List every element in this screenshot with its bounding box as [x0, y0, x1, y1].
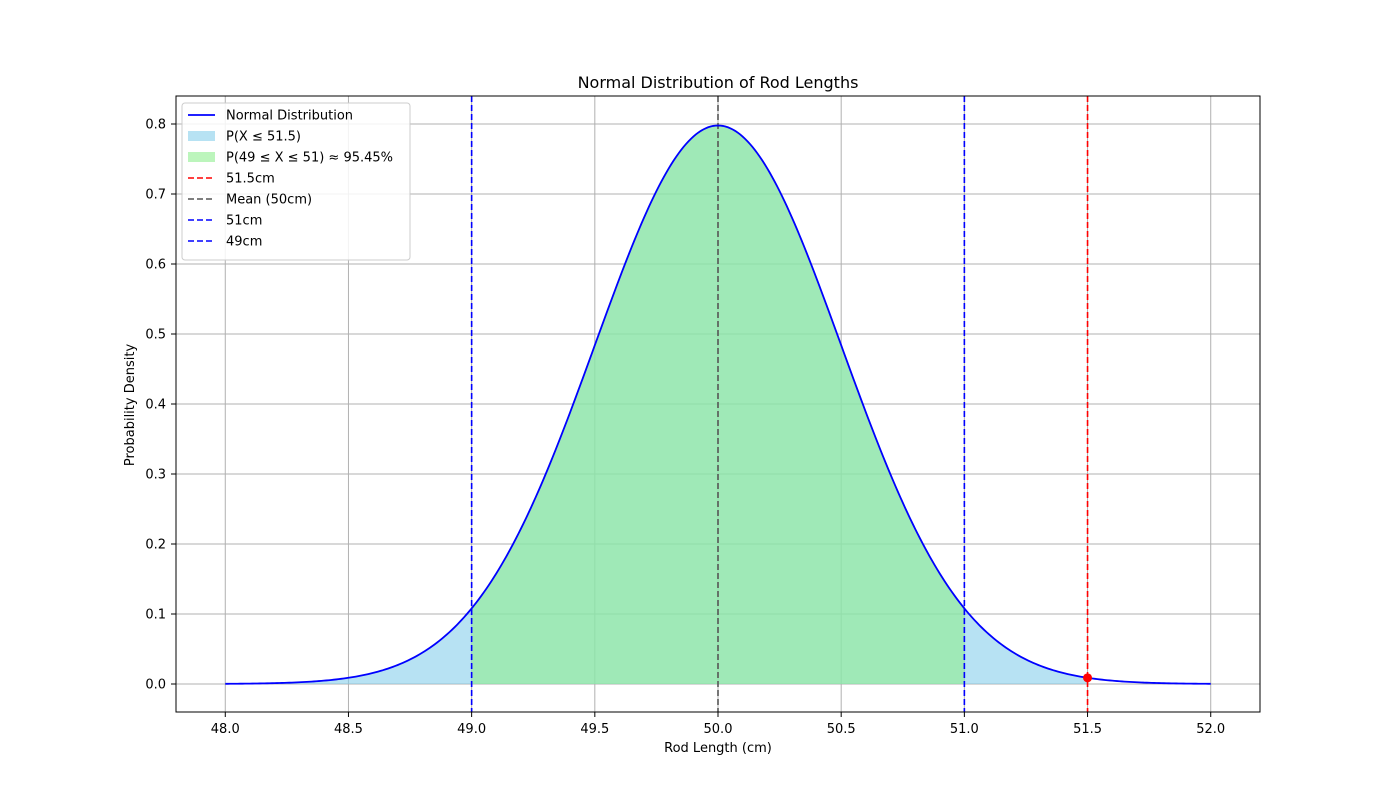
- y-axis-label: Probability Density: [123, 344, 138, 467]
- y-tick-label: 0.4: [145, 398, 166, 413]
- x-tick-label: 49.5: [580, 722, 609, 737]
- x-tick-label: 50.5: [827, 722, 856, 737]
- y-tick-label: 0.6: [145, 258, 166, 273]
- legend-label: P(X ≤ 51.5): [226, 130, 301, 145]
- data-point-marker: [1083, 673, 1093, 683]
- y-tick-label: 0.2: [145, 538, 166, 553]
- chart-title: Normal Distribution of Rod Lengths: [578, 73, 859, 92]
- legend-label: Normal Distribution: [226, 109, 353, 124]
- legend-label: 49cm: [226, 235, 262, 250]
- y-tick-label: 0.8: [145, 118, 166, 133]
- y-tick-label: 0.7: [145, 188, 166, 203]
- legend-box: [181, 102, 411, 261]
- y-tick-label: 0.0: [145, 678, 166, 693]
- y-tick-label: 0.3: [145, 468, 166, 483]
- marker-layer: [1083, 673, 1093, 683]
- y-tick-label: 0.1: [145, 608, 166, 623]
- ticks-layer: 48.0 48.5 49.0 49.5 50.0 50.5 51.0 51.5 52.0 0.0 0…: [145, 118, 1225, 738]
- legend-label: 51.5cm: [226, 172, 275, 187]
- legend: Normal Distribution P(X ≤ 51.5) P(49 ≤ X ≤…: [181, 102, 411, 261]
- x-tick-label: 50.0: [704, 722, 733, 737]
- legend-label: 51cm: [226, 214, 262, 229]
- y-tick-label: 0.5: [145, 328, 166, 343]
- x-tick-label: 49.0: [457, 722, 486, 737]
- legend-swatch: [188, 131, 215, 141]
- x-tick-label: 48.5: [334, 722, 363, 737]
- x-tick-label: 48.0: [211, 722, 240, 737]
- distribution-curve: [225, 124, 1211, 685]
- x-tick-label: 51.5: [1073, 722, 1102, 737]
- curve-layer: [225, 124, 1211, 685]
- x-axis-label: Rod Length (cm): [664, 741, 772, 756]
- x-tick-label: 52.0: [1196, 722, 1225, 737]
- x-tick-label: 51.0: [950, 722, 979, 737]
- legend-swatch: [188, 152, 215, 162]
- legend-label: Mean (50cm): [226, 193, 312, 208]
- legend-label: P(49 ≤ X ≤ 51) ≈ 95.45%: [226, 151, 393, 166]
